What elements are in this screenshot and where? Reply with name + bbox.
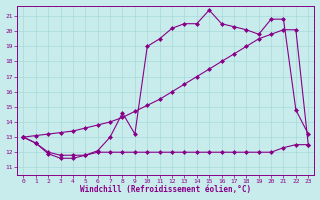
X-axis label: Windchill (Refroidissement éolien,°C): Windchill (Refroidissement éolien,°C) bbox=[80, 185, 252, 194]
